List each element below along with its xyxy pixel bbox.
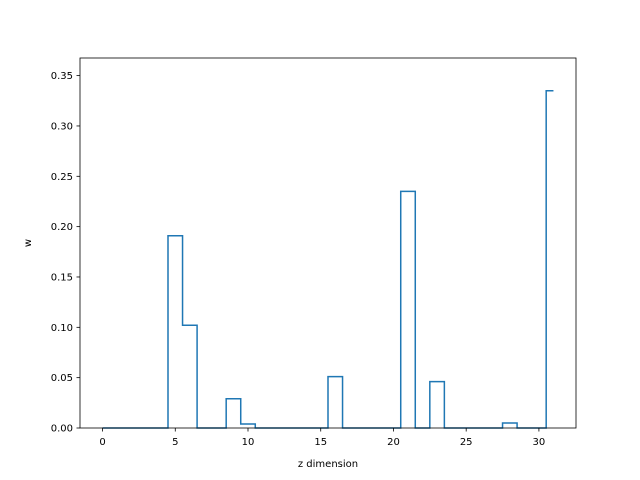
- y-tick-label: 0.00: [51, 424, 73, 435]
- y-axis-label: w: [23, 239, 34, 247]
- x-tick-label: 10: [242, 437, 255, 448]
- plot-frame: [79, 57, 577, 429]
- x-tick-label: 5: [172, 437, 178, 448]
- x-axis: 0 5 10 15 20 25 30: [99, 428, 545, 448]
- x-tick-label: 15: [314, 437, 327, 448]
- x-tick-label: 20: [387, 437, 400, 448]
- y-axis: 0.00 0.05 0.10 0.15 0.20 0.25 0.30 0.35: [51, 71, 80, 435]
- y-tick-label: 0.20: [51, 222, 73, 233]
- y-tick-label: 0.25: [51, 172, 73, 183]
- x-tick-label: 0: [99, 437, 105, 448]
- x-tick-label: 30: [533, 437, 546, 448]
- plot-area: [80, 58, 576, 428]
- x-tick-label: 25: [460, 437, 473, 448]
- y-tick-label: 0.10: [51, 323, 73, 334]
- y-tick-label: 0.15: [51, 272, 73, 283]
- y-tick-label: 0.35: [51, 71, 73, 82]
- x-axis-label: z dimension: [298, 459, 358, 470]
- y-tick-label: 0.05: [51, 373, 73, 384]
- y-tick-label: 0.30: [51, 121, 73, 132]
